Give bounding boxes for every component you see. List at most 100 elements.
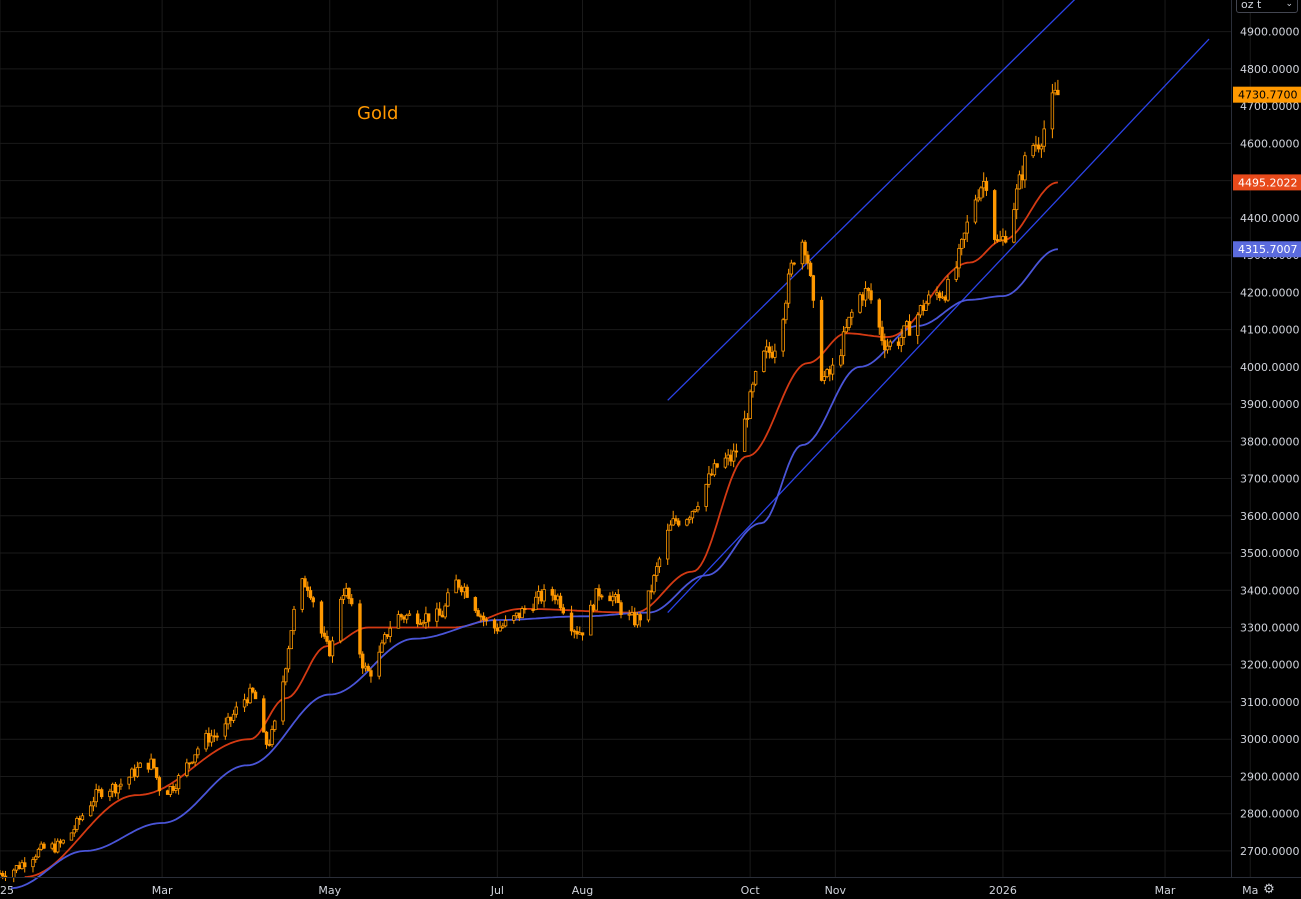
candle bbox=[888, 339, 892, 351]
price-badge-label: 4730.7700 bbox=[1238, 89, 1298, 102]
candle bbox=[707, 466, 711, 488]
candle bbox=[762, 349, 766, 373]
candle bbox=[770, 345, 774, 359]
time-axis[interactable]: 2025 Mar May Jul Aug Oct Nov 2026 Mar Ma bbox=[0, 884, 1258, 897]
candle bbox=[572, 629, 576, 639]
trend-line-channel-lower[interactable] bbox=[667, 38, 1210, 614]
candle bbox=[580, 632, 585, 641]
candle bbox=[223, 717, 228, 740]
candle bbox=[190, 761, 195, 765]
candle bbox=[589, 600, 593, 636]
candle bbox=[130, 767, 134, 778]
y-tick-label: 3800.0000 bbox=[1240, 435, 1300, 448]
candle bbox=[1056, 79, 1060, 96]
unit-select[interactable]: oz t ⌄ bbox=[1236, 0, 1298, 13]
candle bbox=[369, 667, 373, 683]
candle bbox=[671, 510, 675, 526]
x-tick-label: May bbox=[318, 884, 341, 897]
candle bbox=[938, 290, 942, 302]
candle bbox=[1012, 202, 1016, 244]
settings-button[interactable]: ⚙ bbox=[1260, 880, 1278, 898]
candle bbox=[328, 639, 332, 657]
candle bbox=[262, 695, 266, 733]
candle bbox=[979, 185, 983, 202]
candle bbox=[319, 600, 324, 638]
candle bbox=[558, 592, 563, 611]
candle bbox=[443, 603, 447, 620]
candle bbox=[36, 847, 41, 858]
candle bbox=[361, 651, 365, 674]
candle bbox=[306, 581, 310, 598]
candle bbox=[731, 443, 736, 468]
candle bbox=[207, 727, 211, 747]
candle bbox=[399, 613, 403, 621]
candle bbox=[17, 861, 21, 870]
candle bbox=[748, 389, 752, 420]
candle bbox=[828, 365, 832, 382]
trend-line-channel-upper[interactable] bbox=[667, 0, 1080, 401]
candle bbox=[127, 776, 131, 790]
candle bbox=[806, 251, 810, 270]
candle bbox=[481, 612, 486, 627]
y-tick-label: 4100.0000 bbox=[1240, 324, 1300, 337]
candle bbox=[729, 449, 733, 466]
candle bbox=[539, 589, 544, 604]
price-badge-label: 4315.7007 bbox=[1238, 243, 1298, 256]
candle bbox=[523, 605, 527, 614]
y-tick-label: 3900.0000 bbox=[1240, 398, 1300, 411]
candle bbox=[1017, 170, 1022, 190]
candle bbox=[42, 842, 46, 850]
y-tick-label: 4600.0000 bbox=[1240, 137, 1300, 150]
candle bbox=[209, 729, 214, 747]
candle bbox=[308, 586, 313, 600]
candle bbox=[885, 338, 890, 354]
candle bbox=[421, 620, 425, 627]
candle bbox=[751, 381, 755, 398]
ma-fast-line bbox=[24, 181, 1059, 878]
candle bbox=[39, 841, 43, 851]
gear-icon: ⚙ bbox=[1263, 881, 1275, 896]
candle bbox=[174, 783, 178, 794]
candle bbox=[883, 333, 887, 359]
candle bbox=[550, 586, 555, 602]
candle bbox=[495, 623, 500, 635]
candle bbox=[1023, 151, 1027, 188]
candle bbox=[844, 318, 849, 334]
candle bbox=[784, 300, 788, 324]
candle bbox=[753, 370, 758, 387]
candle bbox=[693, 509, 697, 513]
candle bbox=[157, 775, 162, 796]
candle bbox=[23, 857, 27, 873]
candle bbox=[687, 515, 692, 524]
candle bbox=[657, 556, 662, 573]
candle bbox=[902, 325, 906, 345]
candle bbox=[492, 618, 497, 634]
candle bbox=[212, 729, 217, 743]
candle bbox=[1001, 228, 1005, 246]
candle bbox=[185, 758, 189, 778]
candle bbox=[193, 754, 197, 767]
candle bbox=[267, 739, 271, 747]
candle bbox=[31, 856, 35, 873]
candle bbox=[611, 591, 615, 607]
candle bbox=[325, 630, 329, 645]
price-axis[interactable]: 2700.0000 2800.0000 2900.0000 3000.0000 3100… bbox=[1240, 26, 1300, 858]
candle bbox=[536, 585, 541, 605]
candle bbox=[962, 232, 967, 248]
y-tick-label: 2700.0000 bbox=[1240, 845, 1300, 858]
candle bbox=[973, 194, 978, 225]
candle bbox=[773, 343, 777, 364]
candle bbox=[633, 607, 637, 628]
candle bbox=[330, 636, 335, 663]
candle bbox=[61, 839, 65, 845]
candle bbox=[154, 767, 159, 780]
candle bbox=[666, 523, 670, 565]
candle bbox=[377, 645, 381, 680]
candle bbox=[415, 610, 420, 628]
trend-lines[interactable] bbox=[667, 0, 1210, 614]
candle bbox=[435, 602, 439, 627]
candle bbox=[668, 520, 673, 531]
candle bbox=[289, 630, 293, 650]
candle bbox=[553, 589, 557, 605]
